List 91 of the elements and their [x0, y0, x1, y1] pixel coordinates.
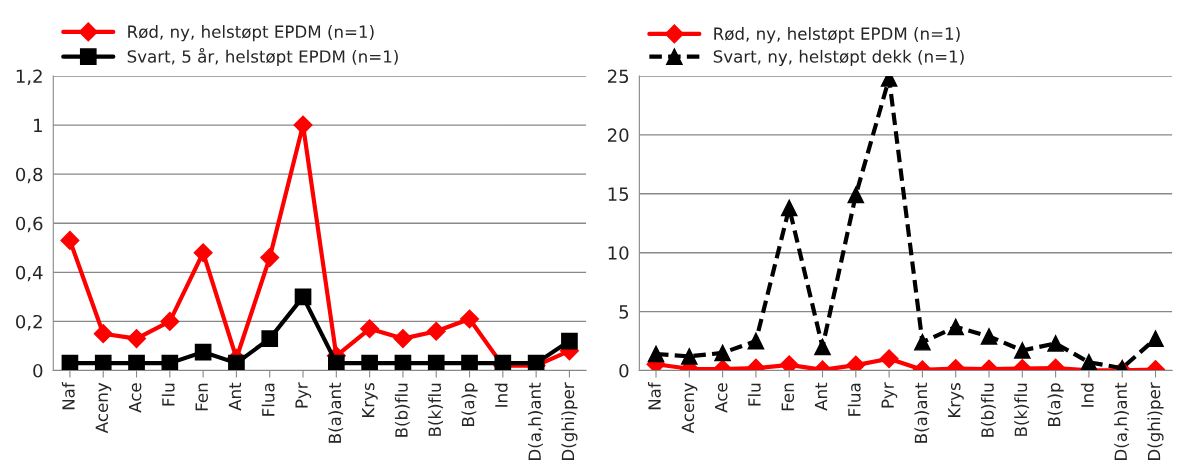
y-tick-label: 1 — [34, 118, 42, 132]
legend-label: Rød, ny, helstøpt EPDM (n=1) — [714, 27, 960, 44]
legend-label: Svart, ny, helstøpt dekk (n=1) — [713, 49, 964, 66]
x-tick-label: Naf — [647, 381, 661, 410]
y-tick-label: 20 — [607, 128, 629, 143]
point — [327, 354, 345, 371]
y-tick-label: 25 — [607, 69, 629, 84]
point — [361, 354, 378, 371]
x-tick-label: Ind — [494, 383, 508, 407]
point — [161, 354, 179, 371]
y-tick-label: 10 — [608, 246, 629, 260]
x-tick-label: Fen — [195, 383, 208, 411]
point — [228, 354, 245, 371]
point — [61, 354, 79, 371]
point — [394, 354, 412, 371]
x-tick-label: B(a)ant — [914, 382, 930, 443]
x-tick-label: Fen — [781, 383, 795, 411]
x-tick-label: Flu — [747, 383, 761, 406]
point — [680, 348, 698, 365]
point — [461, 354, 478, 371]
point — [1013, 342, 1031, 359]
x-tick-label: B(a)ant — [328, 382, 344, 443]
x-tick-label: D(a,h)ant — [528, 382, 543, 460]
x-tick-label: Ace — [715, 383, 728, 413]
x-tick-label: Pyr — [881, 382, 898, 408]
x-tick-label: Flu — [161, 383, 175, 406]
point — [294, 288, 312, 306]
x-tick-label: Krys — [362, 383, 378, 417]
point — [94, 354, 112, 371]
point — [128, 354, 145, 371]
x-tick-label: B(k)flu — [1014, 383, 1030, 436]
x-tick-label: Naf — [61, 381, 75, 410]
x-tick-label: B(k)flu — [428, 383, 444, 436]
x-tick-label: D(ghi)per — [1147, 382, 1164, 460]
point — [1080, 353, 1098, 371]
point — [293, 115, 313, 135]
x-tick-label: D(a,h)ant — [1114, 382, 1130, 460]
point — [714, 344, 731, 362]
point — [93, 324, 113, 344]
point — [261, 330, 279, 347]
x-tick-label: Ant — [228, 382, 242, 411]
y-tick-label: 1,2 — [16, 69, 42, 85]
point — [160, 311, 180, 331]
legend-label: Svart, 5 år, helstøpt EPDM (n=1) — [127, 47, 398, 66]
y-tick-label: 0,8 — [16, 167, 43, 184]
x-tick-label: B(b)flu — [980, 383, 996, 437]
x-tick-label: Aceny — [681, 382, 698, 434]
x-tick-label: Ant — [814, 382, 828, 411]
point — [846, 355, 866, 371]
point — [879, 349, 899, 369]
point — [393, 329, 413, 349]
point — [1047, 335, 1064, 352]
y-tick-label: 5 — [619, 305, 629, 319]
point — [647, 345, 665, 363]
point — [360, 319, 380, 339]
x-tick-label: Flua — [847, 383, 861, 416]
point — [980, 328, 998, 345]
point — [260, 248, 280, 268]
x-tick-label: Ace — [128, 383, 142, 413]
x-tick-label: B(a)p — [461, 383, 478, 426]
y-tick-label: 0 — [619, 363, 629, 378]
point — [779, 355, 799, 371]
point — [427, 354, 445, 371]
point — [194, 343, 212, 361]
point — [914, 333, 931, 351]
point — [561, 332, 578, 350]
x-tick-label: Aceny — [95, 382, 112, 434]
x-tick-label: D(ghi)per — [561, 382, 578, 460]
point — [60, 230, 80, 250]
y-tick-label: 15 — [608, 187, 629, 201]
point — [459, 309, 480, 329]
x-tick-label: Pyr — [295, 382, 312, 408]
x-tick-label: B(a)p — [1047, 383, 1064, 426]
point — [426, 321, 446, 341]
point — [814, 338, 831, 356]
x-tick-label: Ind — [1080, 383, 1094, 407]
point — [193, 243, 213, 263]
point — [847, 186, 865, 204]
y-tick-label: 0 — [33, 363, 43, 378]
point — [126, 329, 147, 349]
y-tick-label: 0,6 — [16, 216, 43, 233]
point — [780, 199, 798, 217]
point — [1147, 330, 1164, 348]
point — [747, 332, 765, 350]
y-tick-label: 0,2 — [16, 314, 42, 331]
legend-label: Rød, ny, helstøpt EPDM (n=1) — [128, 25, 374, 42]
x-tick-label: Flua — [261, 383, 275, 416]
y-tick-label: 0,4 — [16, 265, 43, 282]
x-tick-label: Krys — [948, 383, 964, 417]
x-tick-label: B(b)flu — [394, 383, 410, 437]
point — [947, 318, 965, 336]
